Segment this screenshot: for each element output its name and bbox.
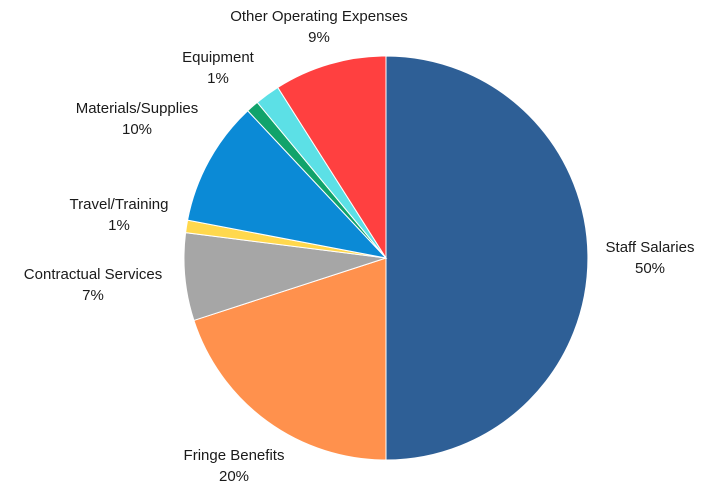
slice-other-operating-expenses <box>277 55 387 260</box>
label-fringe-benefits-pct: 20% <box>218 468 250 485</box>
label-contractual-services: Contractual Services 7% <box>24 264 162 306</box>
label-equipment-pct: 1% <box>207 70 229 87</box>
label-materials-supplies-pct: 10% <box>121 121 153 138</box>
slice-fringe-benefits <box>193 257 387 461</box>
label-materials-supplies-name: Materials/Supplies <box>75 100 199 117</box>
label-other-operating-expenses-name: Other Operating Expenses <box>230 8 408 25</box>
label-travel-training-pct: 1% <box>108 217 130 234</box>
label-staff-salaries: Staff Salaries 50% <box>606 237 695 279</box>
label-materials-supplies: Materials/Supplies 10% <box>76 98 199 140</box>
label-equipment: Equipment 1% <box>182 47 254 89</box>
label-contractual-services-pct: 7% <box>82 287 104 304</box>
label-other-operating-expenses: Other Operating Expenses 9% <box>230 6 408 48</box>
slice-staff-salaries <box>385 55 589 461</box>
label-travel-training: Travel/Training 1% <box>70 194 169 236</box>
label-other-operating-expenses-pct: 9% <box>308 29 330 46</box>
label-contractual-services-name: Contractual Services <box>23 266 163 283</box>
pie-slices <box>183 55 589 461</box>
label-travel-training-name: Travel/Training <box>69 196 169 213</box>
label-fringe-benefits: Fringe Benefits 20% <box>184 445 285 487</box>
label-fringe-benefits-name: Fringe Benefits <box>183 447 285 464</box>
label-equipment-name: Equipment <box>182 49 254 66</box>
label-staff-salaries-name: Staff Salaries <box>605 239 695 256</box>
slice-materials-supplies <box>186 110 388 259</box>
label-staff-salaries-pct: 50% <box>634 260 666 277</box>
